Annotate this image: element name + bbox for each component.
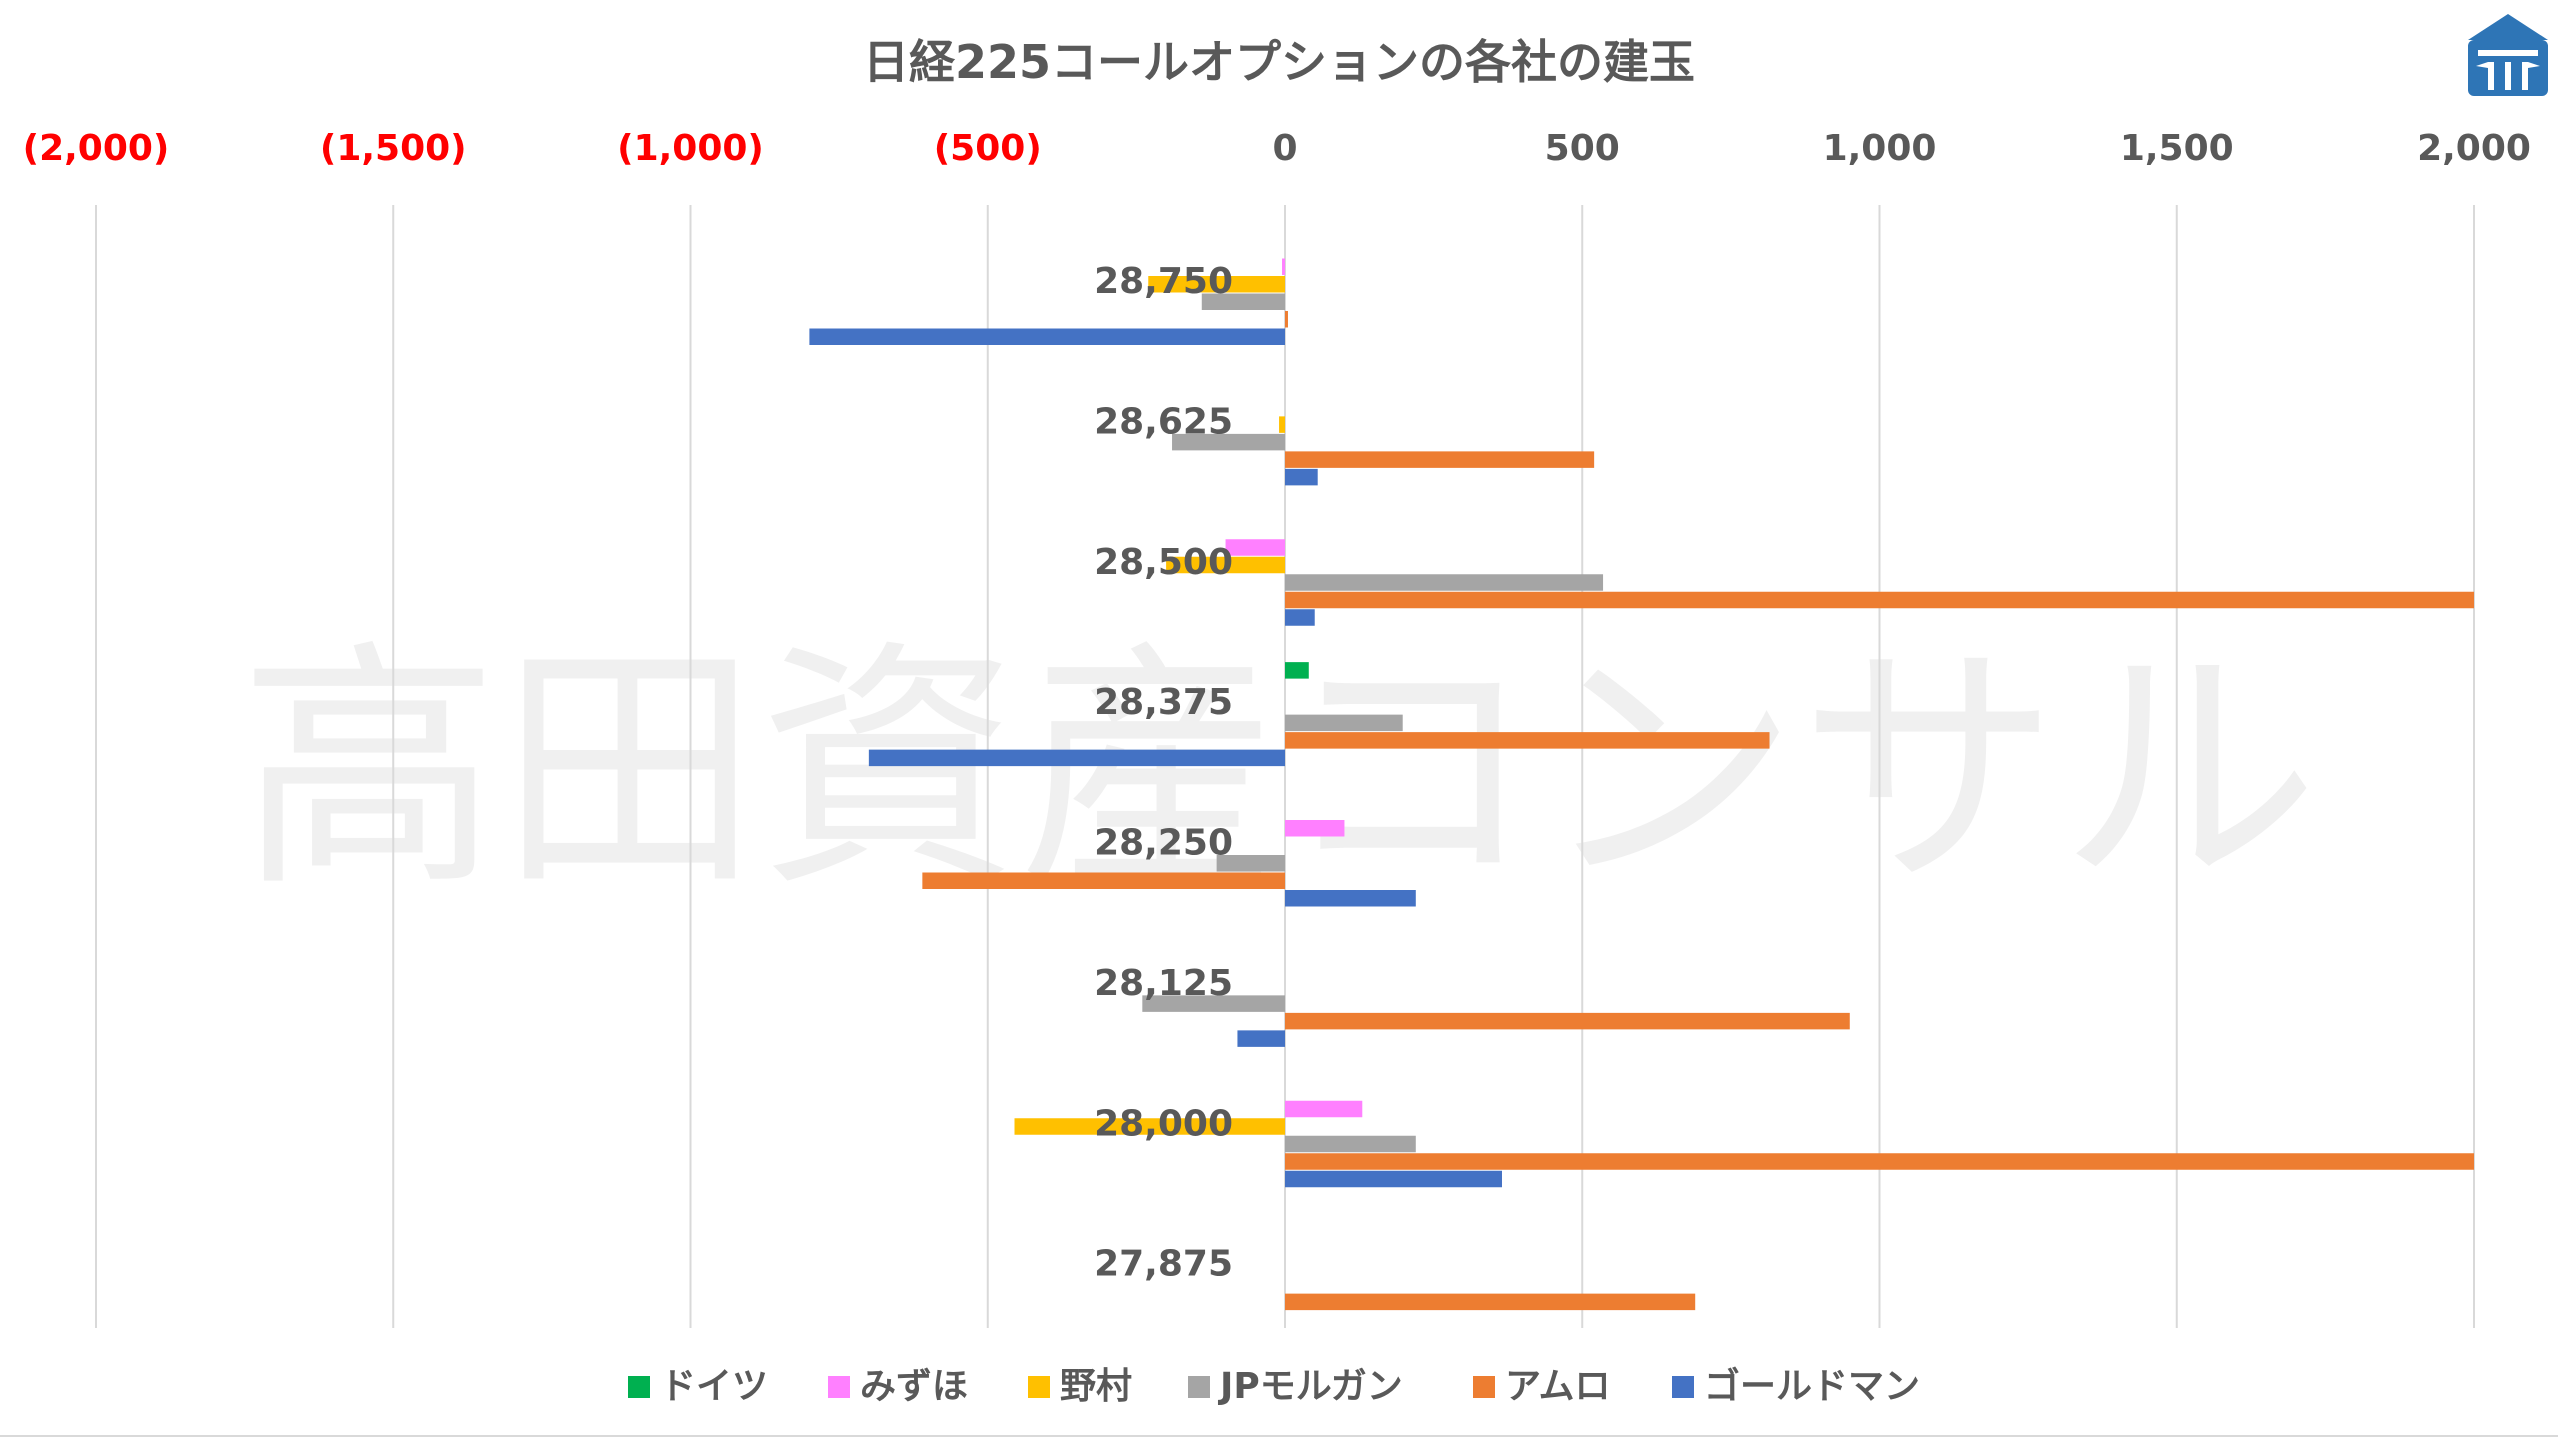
bar (1285, 662, 1309, 679)
category-label: 28,375 (1094, 682, 1233, 723)
x-tick-label: 1,000 (1823, 128, 1937, 169)
bar (1285, 311, 1288, 328)
bar (1285, 591, 2474, 609)
x-tick-label: 2,000 (2417, 128, 2531, 169)
bar (1237, 1030, 1285, 1047)
legend-label: ドイツ (660, 1366, 768, 1407)
category-label: 28,625 (1094, 401, 1233, 442)
watermark-text: 高田資産コンサル (239, 620, 2319, 922)
bar (1148, 276, 1285, 293)
category-label: 28,125 (1094, 963, 1233, 1004)
bar (1014, 1118, 1285, 1135)
legend-label: みずほ (860, 1366, 968, 1407)
bar (1172, 433, 1285, 451)
bar (1285, 1170, 1502, 1188)
bar (922, 872, 1285, 889)
x-tick-label: 500 (1545, 128, 1620, 169)
legend-label: JPモルガン (1217, 1366, 1403, 1407)
legend-swatch (828, 1376, 850, 1398)
category-label: 28,500 (1094, 542, 1233, 583)
legend-label: アムロ (1505, 1366, 1610, 1407)
logo-icon (2468, 14, 2548, 96)
x-tick-label: (500) (934, 128, 1042, 169)
legend: ドイツ みずほ 野村 JPモルガン アムロ ゴールドマン (628, 1365, 1920, 1407)
bar (1285, 732, 1770, 749)
bar (1285, 1100, 1363, 1118)
legend-swatch (1188, 1376, 1210, 1398)
category-label: 28,000 (1094, 1103, 1233, 1144)
bar (1285, 890, 1416, 907)
x-tick-label: 0 (1272, 128, 1297, 169)
bar (1285, 1135, 1416, 1153)
bar (1201, 293, 1285, 310)
bar (1285, 468, 1318, 486)
category-labels: 28,750 28,625 28,500 28,375 28,250 28,125 28,0… (1094, 261, 1233, 1285)
x-tick-label: 1,500 (2120, 128, 2234, 169)
chart-title: 日経225コールオプションの各社の建玉 (863, 35, 1695, 89)
bar (1285, 451, 1595, 468)
bar (1225, 539, 1285, 556)
legend-swatch (1672, 1376, 1694, 1398)
category-label: 28,750 (1094, 261, 1233, 302)
legend-label: ゴールドマン (1704, 1365, 1920, 1407)
x-tick-label: (2,000) (23, 128, 170, 169)
bar (1285, 1293, 1696, 1311)
legend-label: 野村 (1060, 1366, 1132, 1407)
category-label: 27,875 (1094, 1244, 1233, 1285)
x-tick-label: (1,000) (617, 128, 764, 169)
bar (1285, 609, 1315, 626)
bar (1285, 1153, 2474, 1170)
bar (1285, 574, 1604, 591)
bar (868, 749, 1285, 767)
x-tick-label: (1,500) (320, 128, 467, 169)
bar (1142, 995, 1285, 1012)
bar (809, 328, 1285, 345)
bar (1282, 258, 1285, 275)
legend-swatch (1473, 1376, 1495, 1398)
bar (1216, 855, 1285, 872)
grid-lines (95, 205, 2475, 1328)
bar (1285, 820, 1345, 837)
bar (1166, 556, 1285, 574)
bar (1285, 714, 1403, 732)
bars (809, 258, 2474, 1311)
bar (1279, 416, 1285, 433)
category-label: 28,250 (1094, 823, 1233, 864)
bar (1285, 1012, 1850, 1030)
watermark-layer: 高田資産コンサル (239, 620, 2319, 922)
x-tick-labels: (2,000) (1,500) (1,000) (500) 0 500 1,000 1,500… (23, 128, 2531, 169)
legend-swatch (1028, 1376, 1050, 1398)
legend-swatch (628, 1376, 650, 1398)
